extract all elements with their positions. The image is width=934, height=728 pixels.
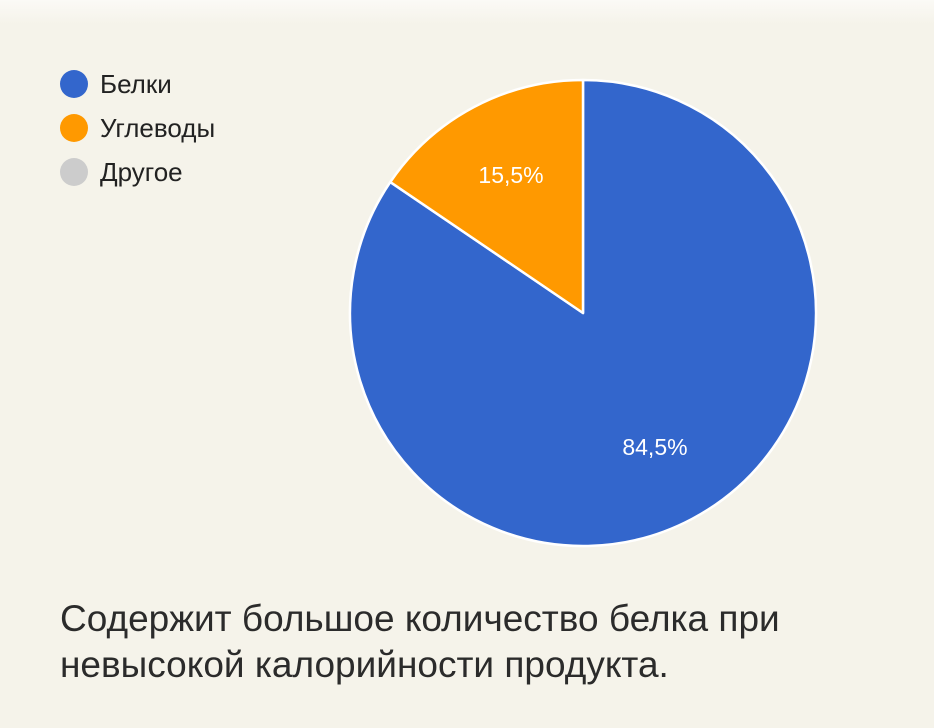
legend-swatch-other — [60, 158, 88, 186]
data-label-carbs: 15,5% — [478, 162, 543, 188]
legend-item-carbs: Углеводы — [60, 106, 215, 150]
legend-swatch-proteins — [60, 70, 88, 98]
legend-label-proteins: Белки — [100, 69, 172, 99]
chart-caption: Содержит большое количество белка при не… — [60, 598, 780, 685]
data-label-proteins: 84,5% — [622, 434, 687, 460]
chart-legend: Белки Углеводы Другое — [60, 62, 215, 194]
legend-swatch-carbs — [60, 114, 88, 142]
legend-label-other: Другое — [100, 157, 183, 187]
top-shade — [0, 0, 934, 24]
legend-item-other: Другое — [60, 150, 215, 194]
legend-label-carbs: Углеводы — [100, 113, 216, 143]
pie-chart: 84,5% 15,5% — [348, 78, 818, 548]
slice-carbs — [389, 78, 585, 315]
legend-item-proteins: Белки — [60, 62, 215, 106]
